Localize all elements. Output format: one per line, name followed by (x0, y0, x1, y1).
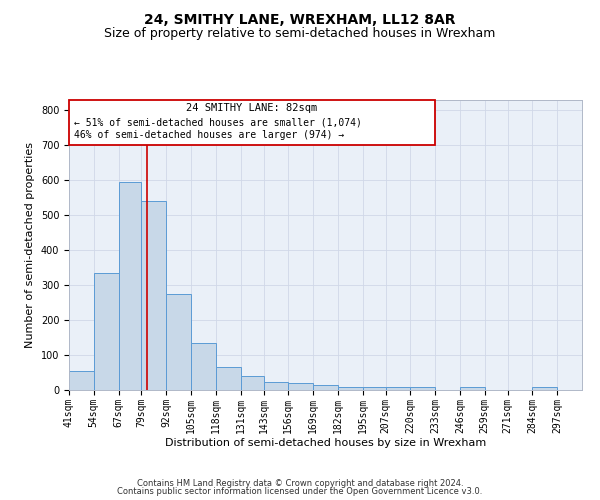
Bar (191, 343, 216, 390)
Bar (69, 371, 94, 390)
Bar (460, 387, 485, 390)
Bar (166, 294, 191, 390)
Bar (94, 273, 119, 390)
Text: 24, SMITHY LANE, WREXHAM, LL12 8AR: 24, SMITHY LANE, WREXHAM, LL12 8AR (144, 12, 456, 26)
Text: Contains HM Land Registry data © Crown copyright and database right 2024.: Contains HM Land Registry data © Crown c… (137, 478, 463, 488)
Text: Size of property relative to semi-detached houses in Wrexham: Size of property relative to semi-detach… (104, 28, 496, 40)
Text: 46% of semi-detached houses are larger (974) →: 46% of semi-detached houses are larger (… (74, 130, 344, 140)
Bar (241, 376, 263, 390)
Bar (119, 182, 142, 390)
Bar (142, 202, 166, 390)
X-axis label: Distribution of semi-detached houses by size in Wrexham: Distribution of semi-detached houses by … (165, 438, 486, 448)
Text: ← 51% of semi-detached houses are smaller (1,074): ← 51% of semi-detached houses are smalle… (74, 118, 362, 128)
Bar (216, 368, 241, 390)
Y-axis label: Number of semi-detached properties: Number of semi-detached properties (25, 142, 35, 348)
Bar (289, 383, 313, 390)
Bar (263, 382, 289, 390)
Bar (69, 100, 435, 146)
Text: Contains public sector information licensed under the Open Government Licence v3: Contains public sector information licen… (118, 487, 482, 496)
Bar (532, 387, 557, 390)
Bar (386, 387, 410, 390)
Bar (313, 385, 338, 390)
Bar (410, 387, 435, 390)
Bar (338, 386, 362, 390)
Text: 24 SMITHY LANE: 82sqm: 24 SMITHY LANE: 82sqm (187, 103, 318, 113)
Bar (362, 387, 386, 390)
